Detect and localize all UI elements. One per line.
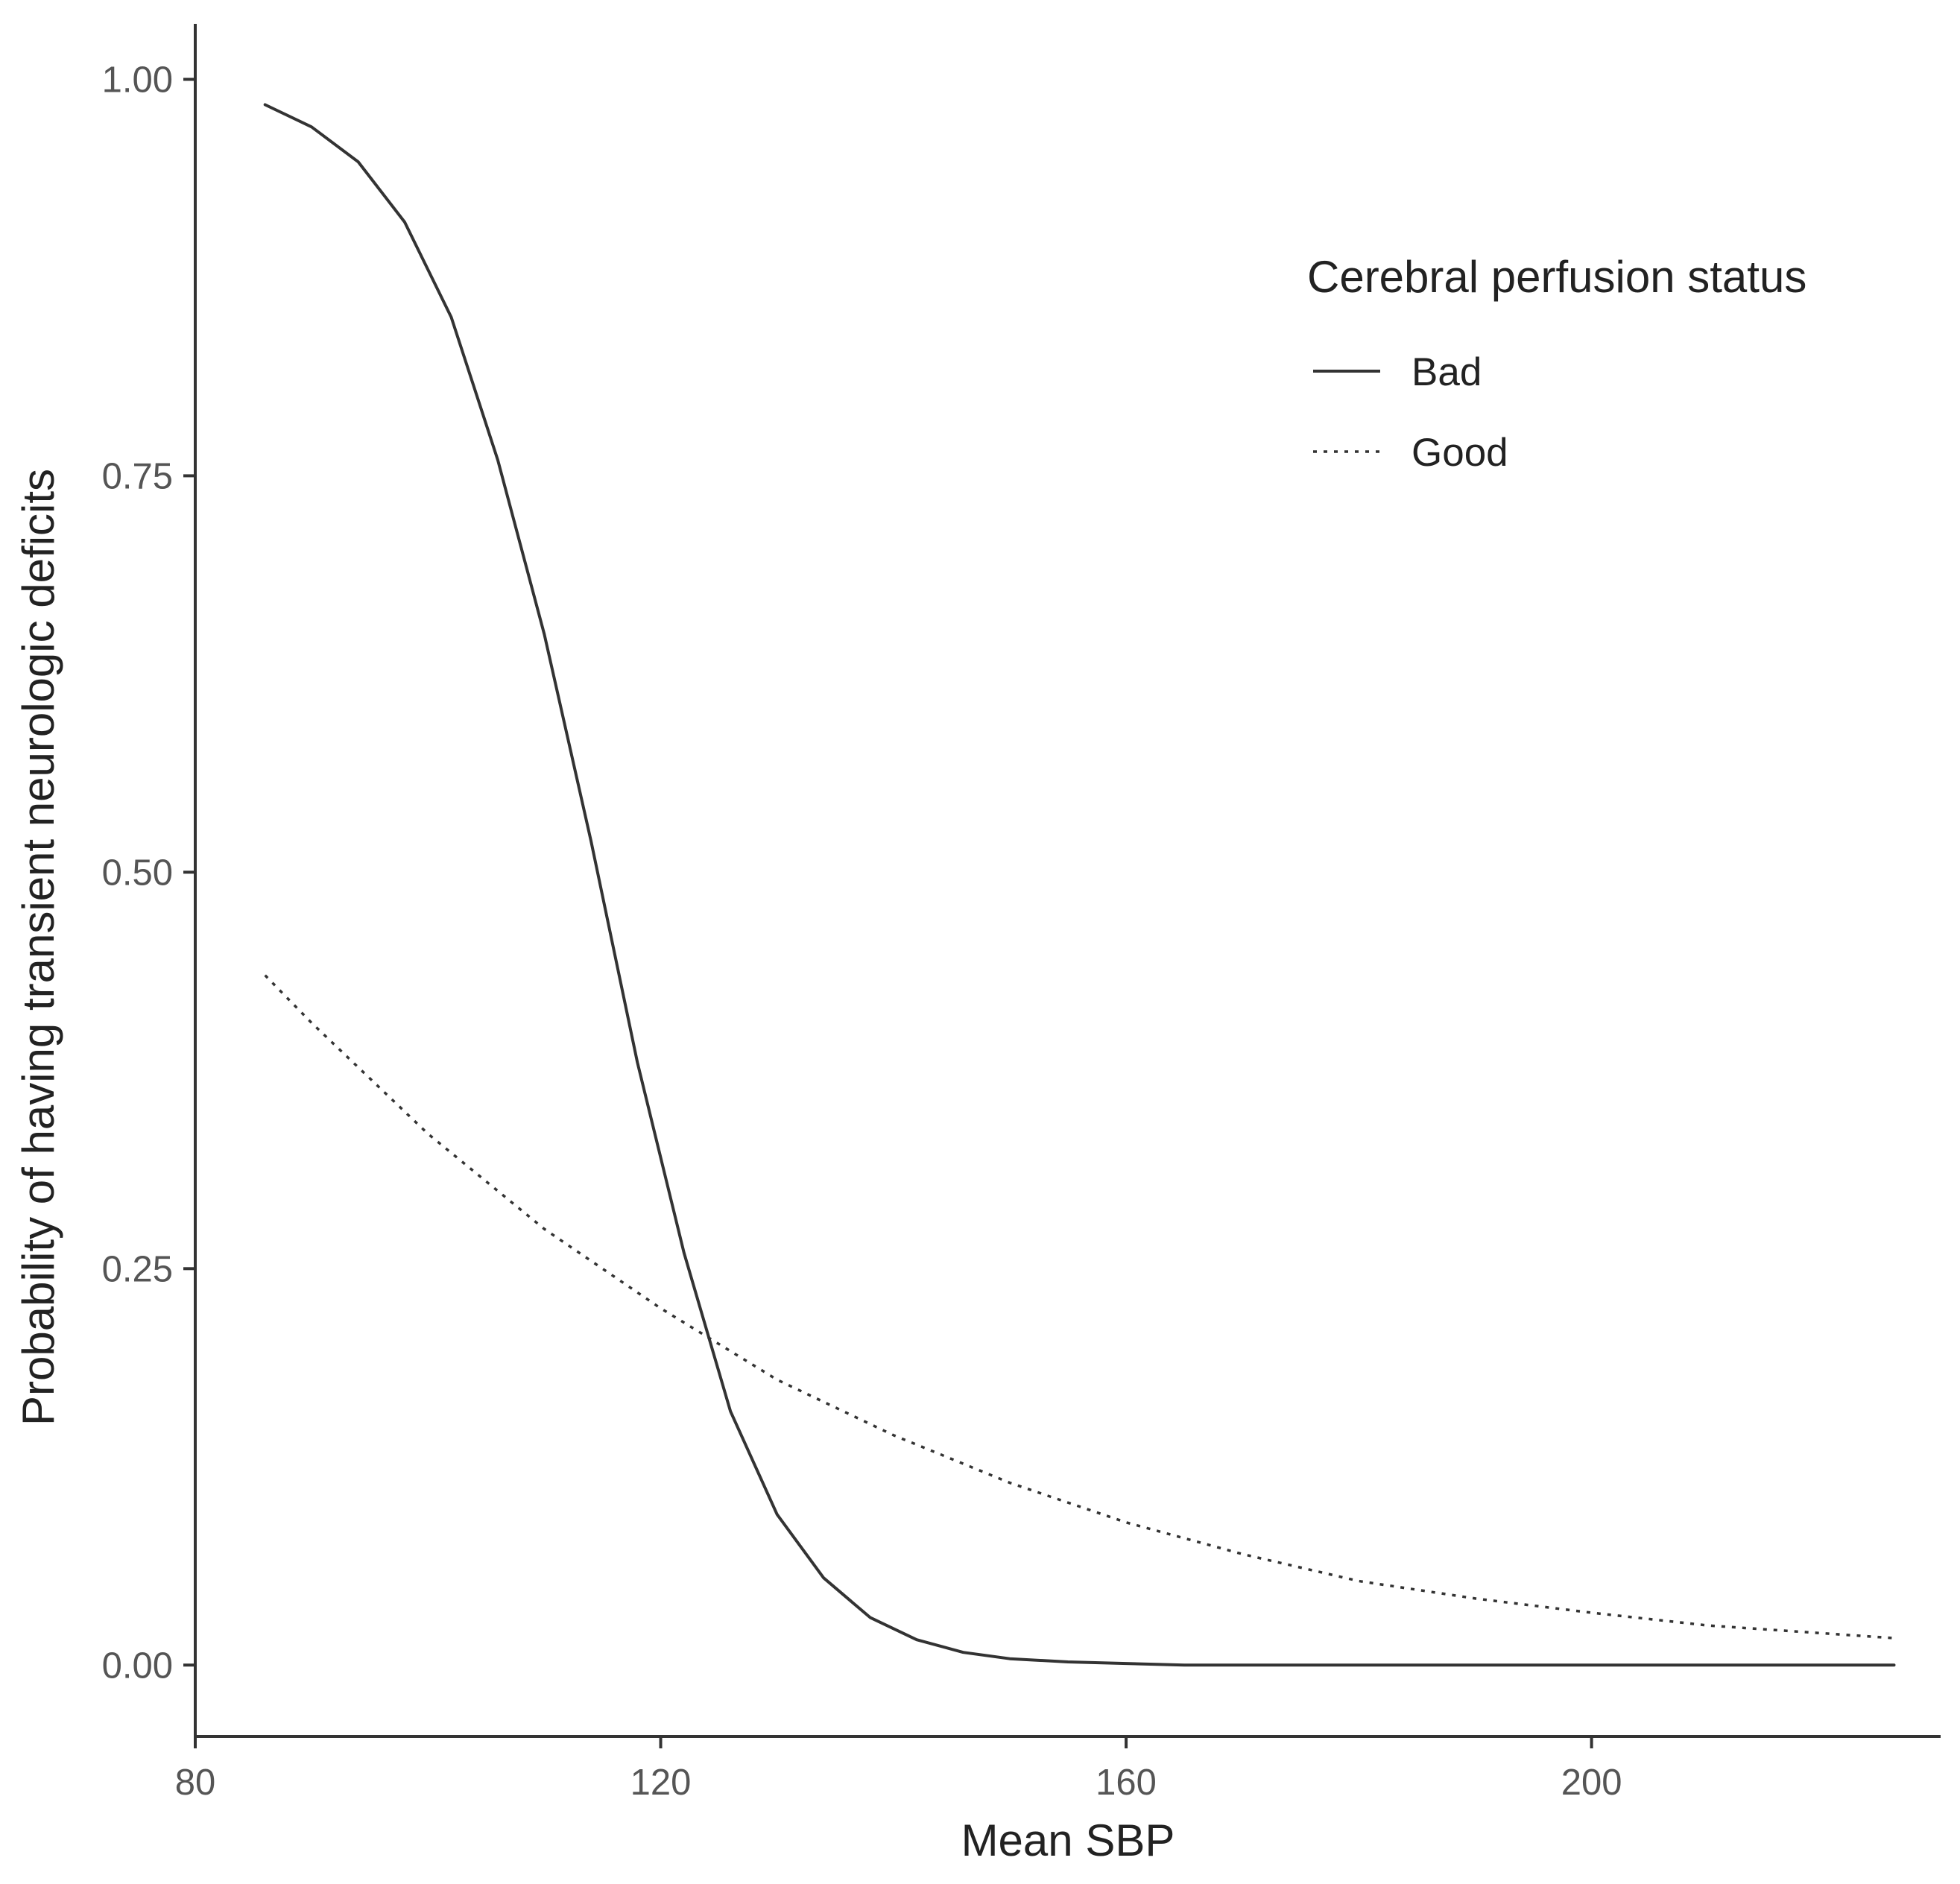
x-axis-title: Mean SBP [961, 1815, 1175, 1865]
x-tick-label: 80 [175, 1763, 216, 1803]
axes [194, 24, 1941, 1738]
y-tick-label: 0.50 [102, 853, 173, 893]
y-tick-label: 1.00 [102, 60, 173, 100]
legend-label-good: Good [1411, 431, 1508, 475]
x-ticks: 80 120 160 200 [175, 1736, 1622, 1803]
legend-label-bad: Bad [1411, 350, 1482, 394]
x-tick-label: 120 [630, 1763, 692, 1803]
legend-items: Bad Good [1313, 350, 1508, 475]
legend-title: Cerebral perfusion status [1307, 252, 1806, 302]
x-tick-label: 200 [1561, 1763, 1622, 1803]
y-tick-label: 0.25 [102, 1249, 173, 1289]
series-layer [263, 103, 1896, 1667]
series-line-good [264, 974, 1894, 1640]
series-line-bad [263, 103, 1896, 1667]
y-ticks: 0.00 0.25 0.50 0.75 1.00 [102, 60, 195, 1686]
y-tick-label: 0.00 [102, 1646, 173, 1686]
y-axis-title: Probability of having transient neurolog… [13, 469, 63, 1426]
legend: Cerebral perfusion status Bad Good [1307, 252, 1806, 475]
y-tick-label: 0.75 [102, 456, 173, 496]
x-tick-label: 160 [1096, 1763, 1157, 1803]
